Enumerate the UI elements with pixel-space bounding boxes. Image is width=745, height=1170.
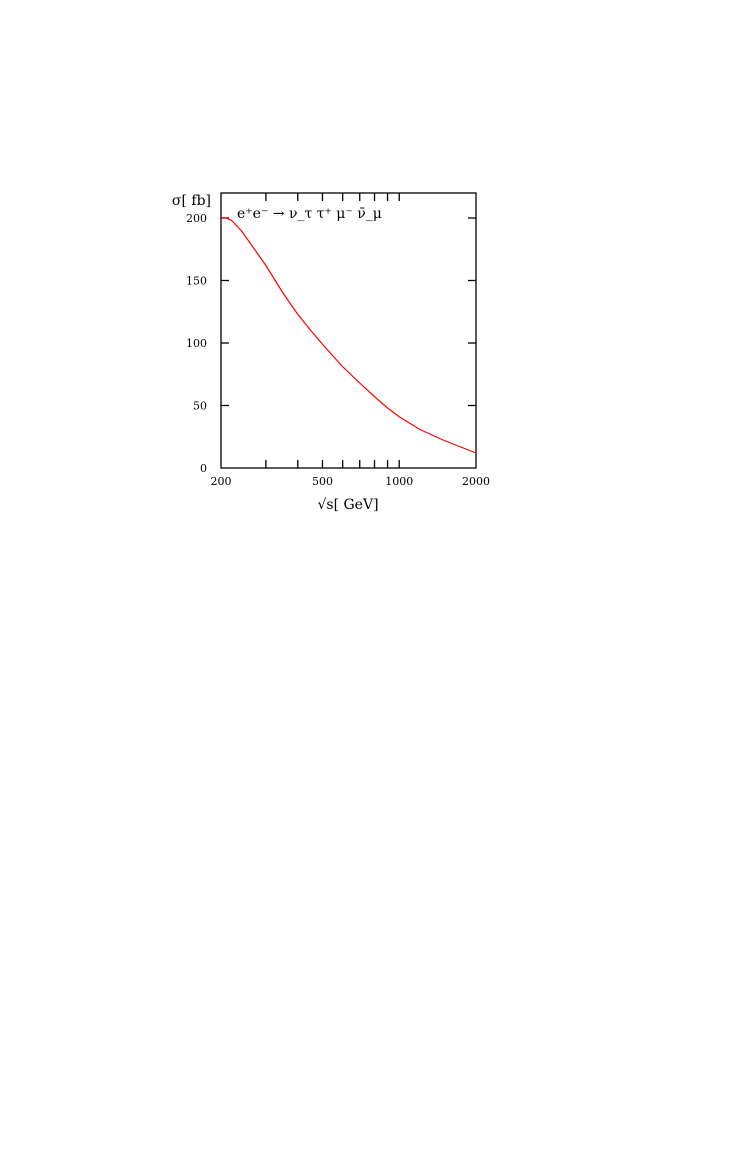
x-tick-label: 200: [211, 475, 232, 488]
x-tick-label: 1000: [385, 475, 413, 488]
axis-tick-labels: 0 50 100 150 200 200 500 1000 2000: [186, 212, 490, 488]
series-line: [221, 217, 477, 454]
plot-frame: [220, 192, 477, 469]
y-tick-label: 0: [200, 462, 207, 475]
y-tick-label: 200: [186, 212, 207, 225]
y-tick-label: 150: [186, 275, 207, 288]
y-tick-label: 50: [193, 400, 207, 413]
x-tick-label: 500: [312, 475, 333, 488]
x-axis-title: √s[ GeV]: [317, 497, 378, 513]
y-tick-label: 100: [186, 337, 207, 350]
y-axis-title: σ[ fb]: [172, 193, 211, 209]
x-tick-label: 2000: [462, 475, 490, 488]
axis-ticks: [221, 193, 476, 468]
process-annotation: e⁺e⁻ → ν_τ τ⁺ μ⁻ ν̄_μ: [237, 206, 382, 222]
